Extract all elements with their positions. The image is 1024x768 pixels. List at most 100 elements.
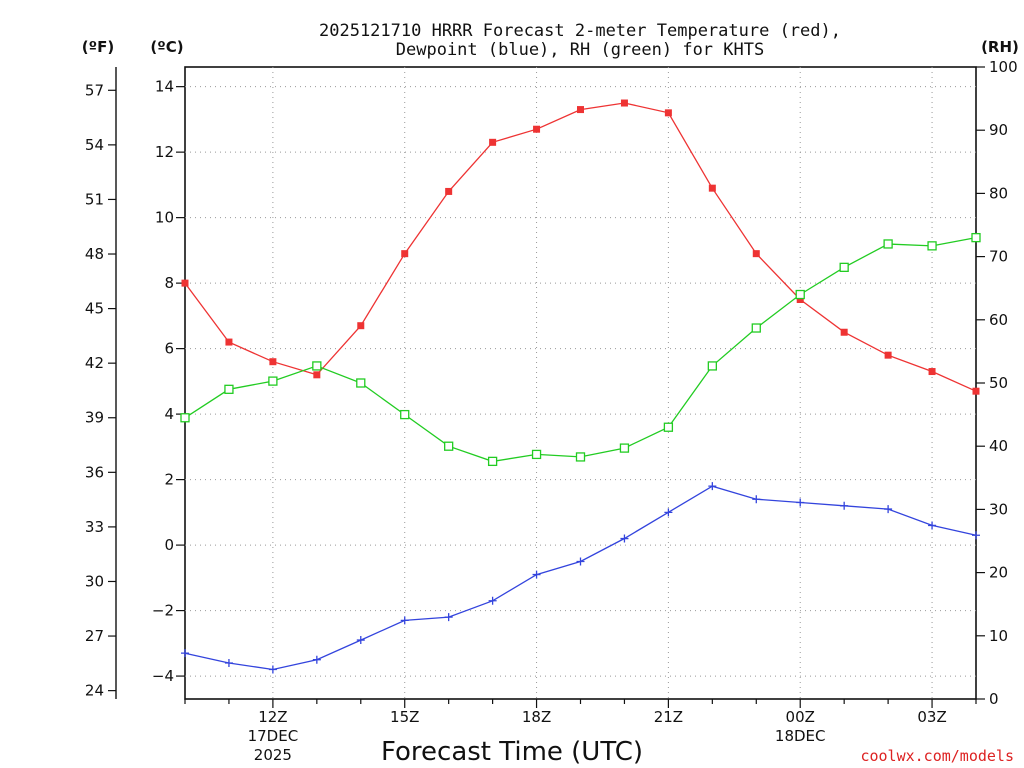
temperature-point (884, 351, 892, 359)
y-tick-label-fahrenheit: 27 (85, 627, 104, 645)
rh-point (575, 452, 586, 462)
temperature-point (357, 322, 365, 330)
temperature-point (664, 109, 672, 117)
rh-point (356, 378, 366, 388)
source-credit: coolwx.com/models (860, 747, 1014, 765)
x-axis-label: Forecast Time (UTC) (381, 737, 643, 767)
dewpoint-point (884, 505, 893, 514)
y-tick-label-fahrenheit: 24 (85, 682, 104, 700)
dewpoint-point (752, 495, 761, 504)
rh-point (312, 361, 322, 371)
dewpoint-point (181, 649, 189, 658)
y-axis-unit-celsius: (ºC) (150, 38, 183, 56)
dewpoint-series-line (184, 485, 977, 671)
x-tick-label: 21Z (654, 708, 683, 726)
temperature-point (313, 371, 321, 379)
y-tick-label-celsius: 6 (164, 340, 174, 358)
y-tick-label-rh: 80 (989, 184, 1008, 202)
y-tick-label-rh: 10 (989, 627, 1008, 645)
x-tick-label: 03Z (917, 708, 946, 726)
y-axis-unit-rh: (RH) (981, 38, 1019, 56)
temperature-point (972, 387, 980, 395)
chart-title-line-2: Dewpoint (blue), RH (green) for KHTS (396, 40, 764, 60)
rh-point (839, 262, 849, 272)
data-series (180, 99, 981, 674)
rh-point (180, 413, 190, 423)
temperature-point (269, 358, 277, 366)
dewpoint-point (532, 570, 541, 579)
temperature-point (752, 250, 760, 258)
temperature-point (708, 184, 716, 192)
y-tick-label-rh: 90 (989, 121, 1008, 139)
rh-point (707, 361, 717, 371)
y-tick-label-fahrenheit: 57 (85, 81, 104, 99)
grid-lines (185, 67, 976, 699)
rh-point (971, 232, 981, 243)
temperature-point (928, 368, 936, 376)
rh-point (883, 239, 893, 249)
temperature-point (796, 295, 804, 303)
y-tick-label-celsius: 2 (164, 471, 174, 489)
y-tick-label-fahrenheit: 48 (85, 245, 104, 263)
x-tick-label: 18Z (522, 708, 551, 726)
y-tick-label-celsius: 4 (164, 405, 174, 423)
temperature-series-line (184, 102, 977, 392)
dewpoint-point (708, 482, 717, 491)
y-tick-label-rh: 60 (989, 311, 1008, 329)
y-tick-label-rh: 100 (989, 58, 1018, 76)
temperature-point (840, 328, 848, 336)
y-tick-label-rh: 70 (989, 248, 1008, 266)
dewpoint-point (400, 616, 409, 625)
y-tick-label-celsius: −2 (152, 602, 174, 620)
dewpoint-point (972, 531, 980, 540)
y-tick-label-celsius: −4 (152, 667, 174, 685)
x-tick-label: 00Z (786, 708, 815, 726)
dewpoint-point (620, 534, 629, 543)
x-tick-label: 17DEC (248, 727, 299, 745)
y-tick-label-fahrenheit: 54 (85, 136, 104, 154)
y-tick-label-fahrenheit: 30 (85, 572, 104, 590)
plot-frame (184, 66, 977, 700)
rh-point (487, 456, 498, 467)
temperature-point (445, 187, 453, 195)
dewpoint-point (796, 498, 805, 507)
x-tick-label: 15Z (390, 708, 419, 726)
y-tick-label-celsius: 0 (164, 536, 174, 554)
y-tick-label-fahrenheit: 36 (85, 463, 104, 481)
temperature-point (620, 99, 628, 107)
y-tick-label-fahrenheit: 51 (85, 190, 104, 208)
y-tick-label-fahrenheit: 45 (85, 300, 104, 318)
rh-point (663, 422, 674, 432)
rh-point (268, 376, 278, 386)
rh-point (444, 441, 454, 451)
y-tick-label-celsius: 12 (155, 143, 174, 161)
rh-series-line (184, 236, 977, 463)
temperature-point (577, 106, 584, 114)
y-tick-label-rh: 0 (989, 690, 999, 708)
dewpoint-point (488, 596, 497, 605)
dewpoint-point (840, 501, 849, 510)
chart-title-line-1: 2025121710 HRRR Forecast 2-meter Tempera… (319, 21, 841, 41)
y-tick-label-fahrenheit: 39 (85, 409, 104, 427)
y-tick-label-celsius: 10 (155, 209, 174, 227)
rh-point (619, 443, 630, 453)
y-tick-label-celsius: 14 (155, 78, 174, 96)
temperature-point (181, 279, 189, 287)
y-tick-label-rh: 50 (989, 374, 1008, 392)
rh-point (927, 241, 937, 251)
dewpoint-point (356, 636, 365, 645)
rh-point (224, 384, 234, 394)
rh-point (751, 323, 761, 333)
x-tick-label: 2025 (254, 746, 292, 764)
rh-point (795, 289, 805, 300)
y-tick-label-rh: 20 (989, 564, 1008, 582)
y-axis-unit-fahrenheit: (ºF) (82, 38, 114, 56)
temperature-point (401, 250, 409, 258)
dewpoint-point (268, 665, 277, 674)
x-tick-label: 12Z (258, 708, 287, 726)
temperature-point (533, 125, 541, 133)
temperature-point (225, 338, 233, 346)
y-tick-label-fahrenheit: 42 (85, 354, 104, 372)
